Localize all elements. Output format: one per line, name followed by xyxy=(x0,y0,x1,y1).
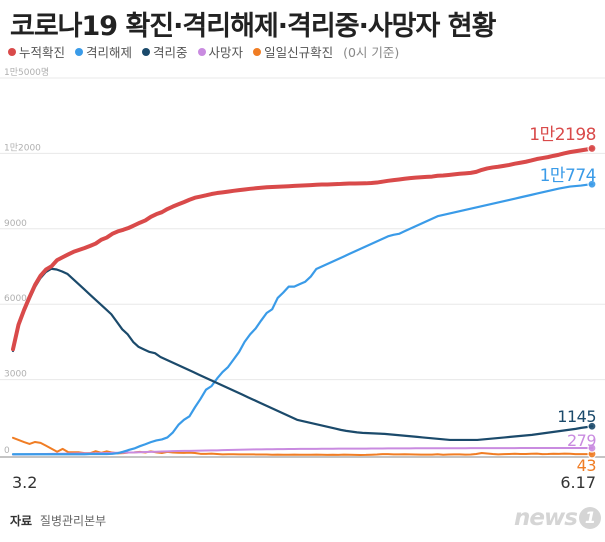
series-end-label-0: 1만2198 xyxy=(529,125,596,145)
legend-label-deaths: 사망자 xyxy=(208,45,244,60)
legend-label-daily-new: 일일신규확진 xyxy=(264,45,334,60)
source-text: 질병관리본부 xyxy=(39,514,107,528)
y-tick-label: 0 xyxy=(4,446,10,456)
x-tick-label-start: 3.2 xyxy=(12,473,37,492)
legend-label-cumulative: 누적확진 xyxy=(19,45,66,60)
logo-text: news xyxy=(514,505,578,531)
legend-label-released: 격리해제 xyxy=(86,45,133,60)
legend-item-deaths: 사망자 xyxy=(197,42,244,61)
series-end-label-4: 43 xyxy=(577,456,596,475)
logo-badge: 1 xyxy=(578,507,601,529)
y-tick-label: 6000 xyxy=(4,294,27,304)
legend-note: (0시 기준) xyxy=(343,45,400,60)
series-end-point-0 xyxy=(587,143,597,154)
legend-marker-daily-new xyxy=(253,47,262,56)
series-line-2 xyxy=(11,267,594,442)
series-end-point-1 xyxy=(587,179,597,189)
legend-item-cumulative: 누적확진 xyxy=(8,42,65,61)
legend-marker-deaths xyxy=(197,47,206,56)
y-tick-label: 1만5000명 xyxy=(4,67,49,78)
legend-marker-cumulative xyxy=(8,47,16,56)
series-end-point-3 xyxy=(587,443,597,453)
series-line-1 xyxy=(11,183,594,456)
source-credit: 자료 질병관리본부 xyxy=(10,512,106,529)
legend-item-isolated: 격리중 xyxy=(142,42,188,61)
legend-marker-released xyxy=(75,47,84,56)
legend-marker-isolated xyxy=(142,47,151,56)
series-line-0 xyxy=(11,146,594,352)
source-label: 자료 xyxy=(10,514,33,528)
legend-item-daily-new: 일일신규확진 xyxy=(253,42,333,61)
chart-title: 코로나19 확진·격리해제·격리중·사망자 현황 xyxy=(10,11,496,42)
y-tick-label: 9000 xyxy=(4,219,27,229)
series-end-point-2 xyxy=(587,421,597,431)
series-end-label-2: 1145 xyxy=(557,407,596,426)
y-tick-label: 1만2000 xyxy=(4,142,41,153)
y-tick-label: 3000 xyxy=(4,370,27,380)
x-tick-label-end: 6.17 xyxy=(560,473,596,492)
legend-item-released: 격리해제 xyxy=(75,42,132,61)
series-line-4 xyxy=(12,436,593,456)
legend: 누적확진 격리해제 격리중 사망자 일일신규확진 (0시 기준) xyxy=(8,42,399,61)
series-end-label-1: 1만774 xyxy=(540,166,596,186)
news1-logo: news 1 xyxy=(514,505,601,531)
legend-label-isolated: 격리중 xyxy=(153,45,188,60)
series-end-label-3: 279 xyxy=(567,431,596,450)
